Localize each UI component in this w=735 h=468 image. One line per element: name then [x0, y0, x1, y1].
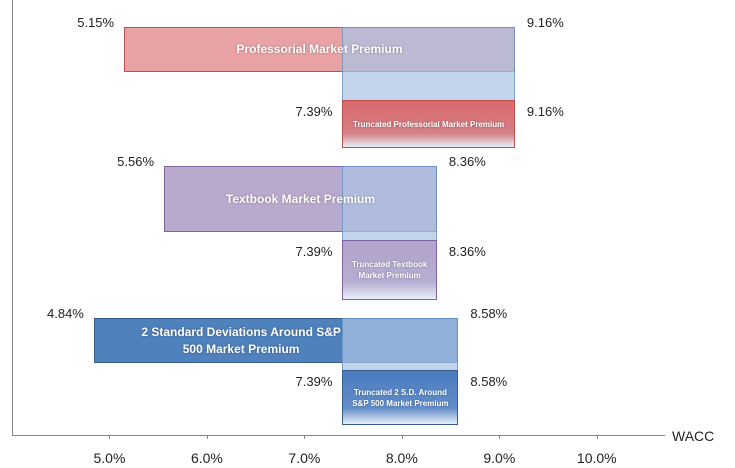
bar-label: Textbook Market Premium [225, 191, 376, 206]
value-label: 9.16% [526, 15, 564, 30]
x-tick [401, 435, 403, 439]
range-bar: Truncated Professorial Market Premium [342, 100, 515, 148]
value-label: 8.36% [448, 154, 486, 169]
x-tick-label: 6.0% [190, 450, 223, 466]
x-axis-label: WACC [672, 428, 715, 444]
x-axis-line [12, 435, 665, 436]
x-tick [596, 435, 598, 439]
x-tick [109, 435, 111, 439]
x-tick-label: 8.0% [385, 450, 418, 466]
x-tick [304, 435, 306, 439]
range-bar: Truncated Textbook Market Premium [342, 240, 437, 300]
value-label: 8.58% [470, 306, 508, 321]
y-axis-line [12, 0, 13, 436]
value-label: 7.39% [295, 374, 333, 389]
x-tick-label: 9.0% [483, 450, 516, 466]
value-label: 4.84% [47, 306, 84, 321]
value-label: 9.16% [526, 104, 564, 119]
range-bar: Truncated 2 S.D. Around S&P 500 Market P… [342, 370, 459, 425]
value-label: 7.39% [295, 244, 333, 259]
value-label: 8.36% [448, 244, 486, 259]
x-tick-label: 10.0% [576, 450, 617, 466]
value-label: 5.15% [77, 15, 115, 30]
x-tick-label: 5.0% [93, 450, 126, 466]
value-label: 7.39% [295, 104, 333, 119]
x-tick-label: 7.0% [288, 450, 321, 466]
x-tick [206, 435, 208, 439]
value-label: 5.56% [117, 154, 155, 169]
x-tick [499, 435, 501, 439]
value-label: 8.58% [470, 374, 508, 389]
bar-label: 2 Standard Deviations Around S&P 500 Mar… [141, 324, 341, 356]
bar-label: Professorial Market Premium [236, 42, 403, 56]
